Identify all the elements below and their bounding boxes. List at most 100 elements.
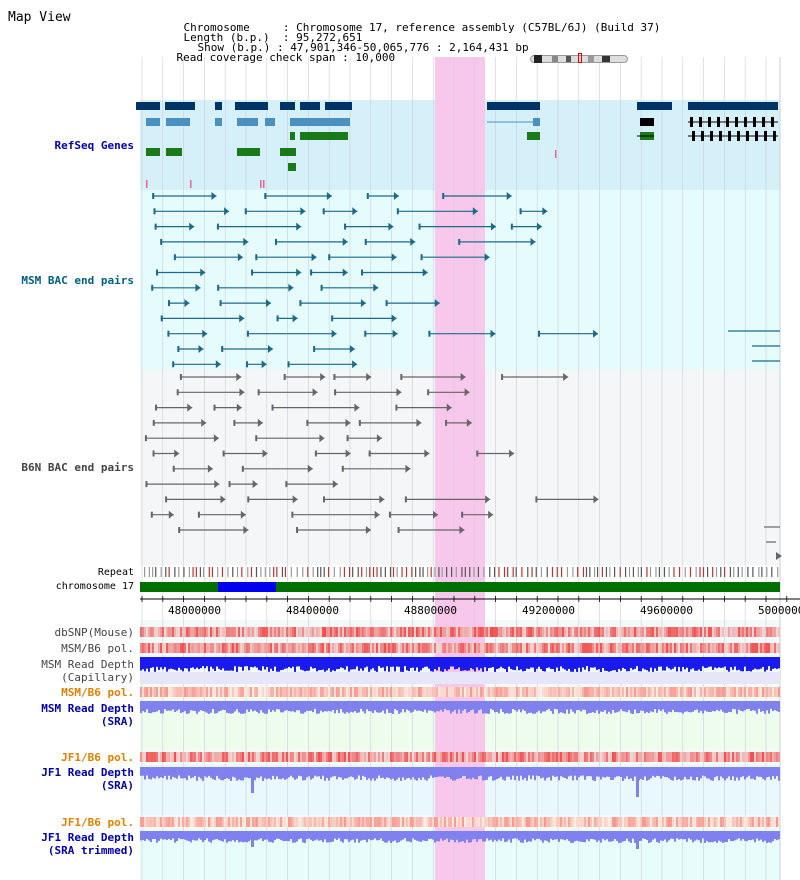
heat-cell (514, 643, 516, 653)
heat-cell (740, 752, 742, 762)
track-label-dbsnp[interactable]: dbSNP(Mouse) (54, 626, 134, 639)
depth-bar (262, 657, 264, 667)
depth-bar (344, 657, 346, 670)
heat-cell (340, 752, 342, 762)
track-label-msm-bac[interactable]: MSM BAC end pairs (21, 274, 134, 287)
heat-cell (494, 817, 496, 827)
depth-bar (222, 767, 224, 781)
heat-cell (178, 627, 180, 637)
depth-bar (296, 831, 298, 842)
heat-cell (604, 643, 606, 653)
heat-cell (538, 627, 540, 637)
heat-cell (570, 627, 572, 637)
heat-cell (742, 643, 744, 653)
track-label-msm-b6-pol-1[interactable]: MSM/B6 pol. (61, 642, 134, 655)
heat-cell (256, 687, 258, 697)
heat-cell (622, 687, 624, 697)
track-label-jf1-b6-pol-1[interactable]: JF1/B6 pol. (61, 751, 134, 764)
heat-cell (362, 627, 364, 637)
track-label-jf1-depth-trim[interactable]: JF1 Read Depth (SRA trimmed) (2, 831, 134, 857)
repeat-mark (152, 567, 154, 577)
heat-cell (498, 687, 500, 697)
heat-cell (316, 687, 318, 697)
repeat-mark (761, 567, 763, 577)
bac-end (207, 464, 213, 473)
depth-bar (730, 657, 732, 668)
depth-bar (302, 657, 304, 671)
bac-end (331, 315, 334, 322)
heat-cell (566, 643, 568, 653)
heat-cell (442, 817, 444, 827)
depth-bar (352, 831, 354, 840)
repeat-mark (260, 567, 262, 577)
track-label-msm-b6-pol-2[interactable]: MSM/B6 pol. (61, 686, 134, 699)
heat-cell (486, 752, 488, 762)
depth-bar (300, 831, 302, 839)
heat-cell (428, 627, 430, 637)
depth-bar (404, 767, 406, 780)
depth-bar (260, 767, 262, 777)
depth-bar (222, 701, 224, 710)
track-label-jf1-b6-pol-2[interactable]: JF1/B6 pol. (61, 816, 134, 829)
heat-cell (556, 643, 558, 653)
depth-bar (242, 701, 244, 714)
track-label-b6n-bac[interactable]: B6N BAC end pairs (21, 461, 134, 474)
heat-cell (160, 752, 162, 762)
heat-cell (300, 752, 302, 762)
heat-cell (210, 817, 212, 827)
heat-cell (546, 817, 548, 827)
chromosome-label: Chromosome (183, 21, 250, 34)
repeat-mark (227, 567, 229, 577)
depth-bar (236, 767, 238, 781)
depth-bar (420, 701, 422, 711)
depth-bar (266, 831, 268, 840)
chromosome-ideogram[interactable] (530, 53, 628, 63)
depth-bar (696, 831, 698, 840)
depth-bar (766, 701, 768, 711)
heat-cell (342, 687, 344, 697)
depth-bar (444, 657, 446, 670)
heat-cell (500, 817, 502, 827)
heat-cell (640, 817, 642, 827)
heat-cell (286, 687, 288, 697)
depth-bar (486, 657, 488, 672)
track-label-msm-depth-cap[interactable]: MSM Read Depth (Capillary) (2, 658, 134, 684)
depth-bar (398, 657, 400, 667)
depth-bar (462, 767, 464, 776)
heat-cell (712, 687, 714, 697)
track-label-jf1-depth-sra[interactable]: JF1 Read Depth (SRA) (2, 766, 134, 792)
depth-bar (392, 701, 394, 714)
heat-cell (522, 687, 524, 697)
depth-bar (214, 767, 216, 780)
heat-cell (230, 627, 232, 637)
depth-bar (456, 831, 458, 840)
bac-end (215, 360, 221, 369)
heat-cell (474, 627, 476, 637)
depth-bar (144, 657, 146, 672)
depth-bar (608, 701, 610, 712)
track-label-msm-depth-sra[interactable]: MSM Read Depth (SRA) (2, 702, 134, 728)
heat-cell (686, 752, 688, 762)
depth-bar (242, 831, 244, 843)
heat-cell (776, 752, 778, 762)
gene-exon (699, 117, 702, 127)
heat-cell (210, 752, 212, 762)
track-label-refseq[interactable]: RefSeq Genes (54, 139, 134, 152)
depth-bar (446, 701, 448, 711)
heat-cell (314, 643, 316, 653)
depth-bar (176, 657, 178, 671)
heat-cell (488, 643, 490, 653)
depth-bar (768, 831, 770, 843)
depth-bar (200, 831, 202, 840)
depth-bar (306, 831, 308, 840)
heat-cell (170, 752, 172, 762)
depth-bar (744, 831, 746, 841)
depth-bar (506, 701, 508, 713)
depth-bar (580, 831, 582, 842)
heat-cell (288, 817, 290, 827)
depth-bar (204, 701, 206, 712)
depth-bar (640, 831, 642, 841)
heat-cell (578, 817, 580, 827)
heat-cell (346, 687, 348, 697)
